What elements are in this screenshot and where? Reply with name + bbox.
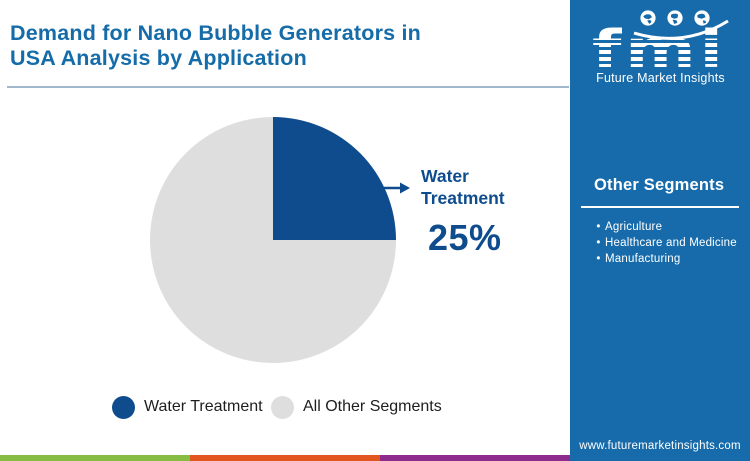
legend-label: All Other Segments (303, 398, 442, 415)
other-segments-list: • Agriculture • Healthcare and Medicine … (570, 219, 750, 267)
list-item-label: Agriculture (605, 221, 663, 233)
globe-europe-icon (667, 10, 683, 26)
bullet-icon: • (596, 253, 601, 265)
title-divider (7, 86, 569, 88)
page-title: Demand for Nano Bubble Generators in USA… (10, 21, 555, 71)
globe-americas-icon (640, 10, 656, 26)
other-segments-divider (581, 206, 739, 208)
list-item: • Agriculture (570, 219, 750, 235)
footer-stripe-orange (190, 455, 380, 461)
logo-brand-text: fmi (592, 20, 727, 80)
list-item: • Healthcare and Medicine (570, 235, 750, 251)
legend-label: Water Treatment (144, 398, 263, 415)
legend-swatch (271, 395, 294, 419)
list-item-label: Healthcare and Medicine (605, 237, 737, 249)
page-title-line-1: Demand for Nano Bubble Generators in (10, 21, 421, 45)
callout-arrow-icon (384, 182, 410, 194)
sidebar: fmi Future Market Insights Other Segment… (570, 0, 750, 461)
footer-stripe-purple (380, 455, 570, 461)
callout-label: Water Treatment (421, 166, 505, 208)
list-item: • Manufacturing (570, 251, 750, 267)
logo-globes (640, 10, 710, 26)
page-title-line-2: USA Analysis by Application (10, 46, 307, 70)
website-url: www.futuremarketinsights.com (579, 440, 741, 452)
logo-tagline: Future Market Insights (596, 71, 725, 85)
callout-value: 25% (428, 217, 502, 258)
legend-item: Water Treatment (112, 395, 263, 419)
bullet-icon: • (596, 221, 601, 233)
legend-item: All Other Segments (271, 395, 442, 419)
globe-asia-icon (694, 10, 710, 26)
fmi-logo: fmi Future Market Insights (588, 8, 733, 88)
legend-swatch (112, 395, 135, 419)
other-segments-section: Other Segments • Agriculture • Healthcar… (570, 176, 750, 267)
footer-stripe-green (0, 455, 190, 461)
bullet-icon: • (596, 237, 601, 249)
footer-stripe-bar (0, 455, 570, 461)
list-item-label: Manufacturing (605, 253, 681, 265)
other-segments-heading: Other Segments (594, 176, 725, 194)
pie-chart (150, 117, 396, 363)
